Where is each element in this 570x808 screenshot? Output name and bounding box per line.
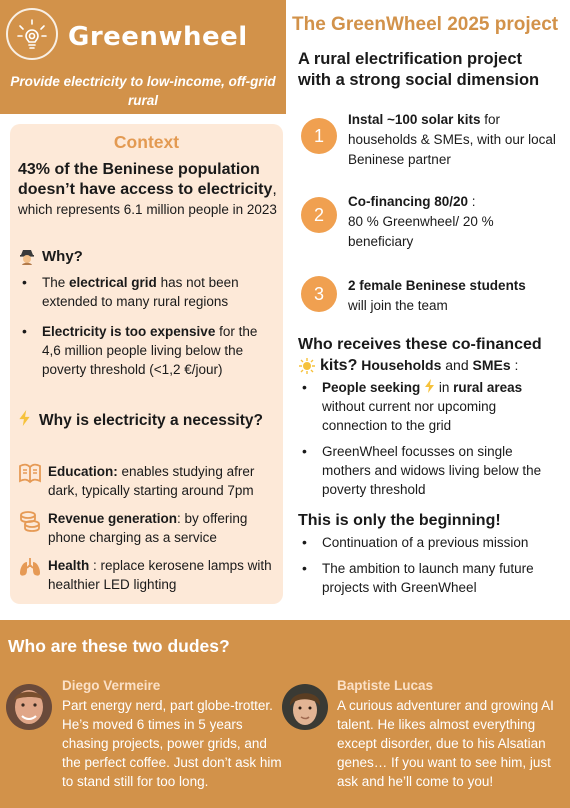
list-item: People seeking in rural areas without cu… <box>298 378 560 435</box>
list-item: Continuation of a previous mission <box>298 533 560 552</box>
coins-icon <box>18 509 42 535</box>
step-number-1: 1 <box>301 118 337 154</box>
necessity-item-revenue: Revenue generation: by offering phone ch… <box>18 509 283 547</box>
necessity-item-health: Health : replace kerosene lamps with hea… <box>18 556 283 594</box>
project-subtitle: A rural electrification project with a s… <box>298 50 540 89</box>
sun-icon <box>299 357 315 374</box>
list-item: The electrical grid has not been extende… <box>18 273 276 311</box>
lightning-icon <box>425 379 435 393</box>
beginning-list: Continuation of a previous mission The a… <box>298 533 560 604</box>
step-3-text: 2 female Beninese students will join the… <box>348 278 526 313</box>
lightning-icon <box>19 410 30 426</box>
list-item: The ambition to launch many future proje… <box>298 559 560 597</box>
context-title: Context <box>113 132 180 152</box>
lightbulb-logo-icon <box>6 8 58 60</box>
necessity-item-education: Education: enables studying afrer dark, … <box>18 462 283 500</box>
team-title: Who are these two dudes? <box>8 636 230 656</box>
member-bio: A curious adventurer and growing AI tale… <box>337 698 554 789</box>
step-1-text: Instal ~100 solar kits for households & … <box>348 112 556 167</box>
step-2-text: Co-financing 80/20 : 80 % Greenwheel/ 20… <box>348 194 494 249</box>
context-statistic-detail: which represents 6.1 million people in 2… <box>18 202 277 217</box>
receivers-list: People seeking in rural areas without cu… <box>298 378 560 506</box>
necessity-heading: Why is electricity a necessity? <box>18 410 278 431</box>
member-name: Diego Vermeire <box>62 678 161 693</box>
step-number-3: 3 <box>301 276 337 312</box>
list-item: GreenWheel focusses on single mothers an… <box>298 442 560 499</box>
list-item: Electricity is too expensive for the 4,6… <box>18 322 276 379</box>
member-name: Baptiste Lucas <box>337 678 434 693</box>
project-title: The GreenWheel 2025 project <box>292 14 559 35</box>
lungs-icon <box>18 556 42 582</box>
detective-icon <box>20 250 34 265</box>
book-icon <box>18 462 42 488</box>
why-heading: Why? <box>18 247 83 265</box>
brand-name: Greenwheel <box>68 22 248 52</box>
step-number-2: 2 <box>301 197 337 233</box>
receivers-heading: Who receives these co-financed kits? Hou… <box>298 336 542 374</box>
brand-tagline: Provide electricity to low-income, off-g… <box>2 74 284 127</box>
why-list: The electrical grid has not been extende… <box>18 273 276 386</box>
avatar <box>6 684 52 730</box>
avatar <box>282 684 328 730</box>
beginning-heading: This is only the beginning! <box>298 512 501 529</box>
context-statistic: 43% of the Beninese population doesn’t h… <box>18 161 277 198</box>
member-bio: Part energy nerd, part globe-trotter. He… <box>62 698 282 789</box>
